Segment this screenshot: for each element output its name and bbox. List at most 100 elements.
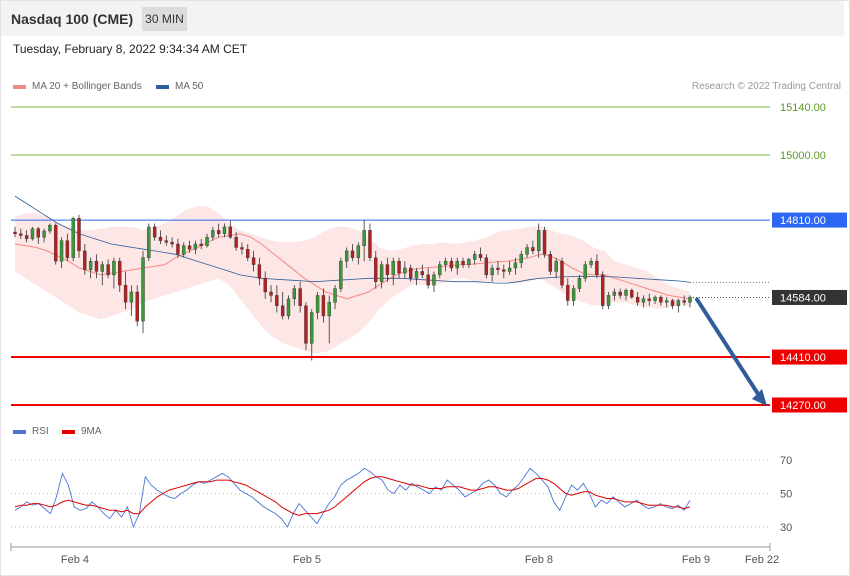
candle [484, 254, 489, 279]
candle [379, 261, 384, 289]
chart-header: Nasdaq 100 (CME) 30 MIN [1, 1, 844, 36]
candle [54, 223, 58, 265]
candle-body [205, 236, 209, 246]
candle-body [688, 296, 692, 303]
candle [560, 257, 564, 289]
candle-body [571, 288, 576, 301]
candle [199, 238, 203, 250]
candle [374, 250, 378, 289]
candle [100, 261, 104, 286]
candle-body [257, 264, 262, 279]
candle-body [641, 298, 646, 303]
candle-body [635, 296, 640, 303]
candle-body [310, 312, 314, 344]
candle [344, 247, 349, 269]
candle-body [426, 274, 430, 286]
candle [83, 244, 87, 275]
candle-body [403, 267, 407, 274]
candle-body [595, 260, 599, 276]
candle-body [408, 267, 413, 279]
candle-body [222, 226, 227, 234]
candle-body [566, 284, 570, 301]
candle [240, 242, 244, 255]
candle [577, 274, 582, 292]
candle [525, 244, 529, 258]
candle-body [624, 290, 628, 296]
candle-body [647, 298, 651, 301]
candle-body [13, 231, 17, 234]
candle-body [19, 233, 23, 236]
candle [443, 257, 448, 272]
candle [449, 257, 454, 272]
level-label-14584.00: 14584.00 [780, 292, 826, 304]
candle-body [432, 274, 436, 286]
candle [362, 220, 366, 262]
candle-body [280, 305, 285, 317]
timeframe-badge[interactable]: 30 MIN [142, 7, 187, 31]
candle [88, 257, 93, 279]
candle [682, 295, 686, 306]
candle [36, 226, 40, 245]
candle [630, 288, 634, 299]
candle [123, 271, 128, 310]
candle-body [484, 257, 489, 276]
candle-body [461, 260, 465, 265]
candle-body [670, 300, 675, 306]
rsi-line [14, 467, 691, 529]
candle [420, 264, 425, 279]
candle [670, 298, 675, 310]
candle-body [665, 300, 669, 303]
rsi-9ma-line [14, 476, 691, 516]
level-label-15140.00: 15140.00 [780, 102, 826, 114]
candle-body [152, 226, 157, 238]
level-tag-14270.00 [772, 397, 847, 413]
candle [502, 264, 506, 279]
candle [152, 223, 157, 241]
level-label-15000.00: 15000.00 [780, 150, 826, 162]
candle [187, 240, 192, 253]
candle-body [240, 247, 244, 250]
candle-body [170, 242, 174, 245]
candle-body [472, 254, 477, 260]
candle-body [537, 230, 541, 252]
candle [490, 264, 494, 282]
candle-body [601, 274, 605, 306]
candle [333, 285, 337, 310]
level-tag-14410.00 [772, 349, 847, 365]
candle [408, 264, 413, 282]
candle-body [24, 235, 29, 240]
candle-body [606, 295, 611, 306]
candle [251, 250, 256, 272]
level-label-14410.00: 14410.00 [780, 352, 826, 364]
candle [246, 244, 250, 262]
candle [595, 254, 599, 279]
candle-body [589, 260, 593, 265]
candle [583, 261, 587, 282]
candle [542, 226, 547, 258]
candle-body [211, 230, 215, 238]
candle [315, 291, 320, 320]
legend-ma20: MA 20 + Bollinger Bands [13, 81, 142, 92]
candle [112, 257, 116, 289]
candle-body [100, 264, 104, 272]
candle [554, 257, 558, 279]
candle [496, 261, 500, 275]
candle [414, 268, 419, 286]
candle-body [286, 298, 291, 317]
candle [94, 254, 99, 279]
candle-body [251, 257, 256, 265]
candle-body [548, 254, 553, 272]
candle [59, 237, 64, 269]
candle-body [94, 260, 99, 272]
candle-body [228, 226, 233, 238]
candle [118, 257, 122, 292]
candle [106, 259, 110, 279]
candle-body [182, 245, 186, 255]
candle [478, 247, 483, 262]
candle-body [246, 248, 250, 258]
candle-body [630, 290, 634, 298]
candle-body [321, 295, 326, 317]
candle-body [77, 218, 81, 252]
candle [211, 226, 215, 241]
candle [688, 295, 692, 308]
